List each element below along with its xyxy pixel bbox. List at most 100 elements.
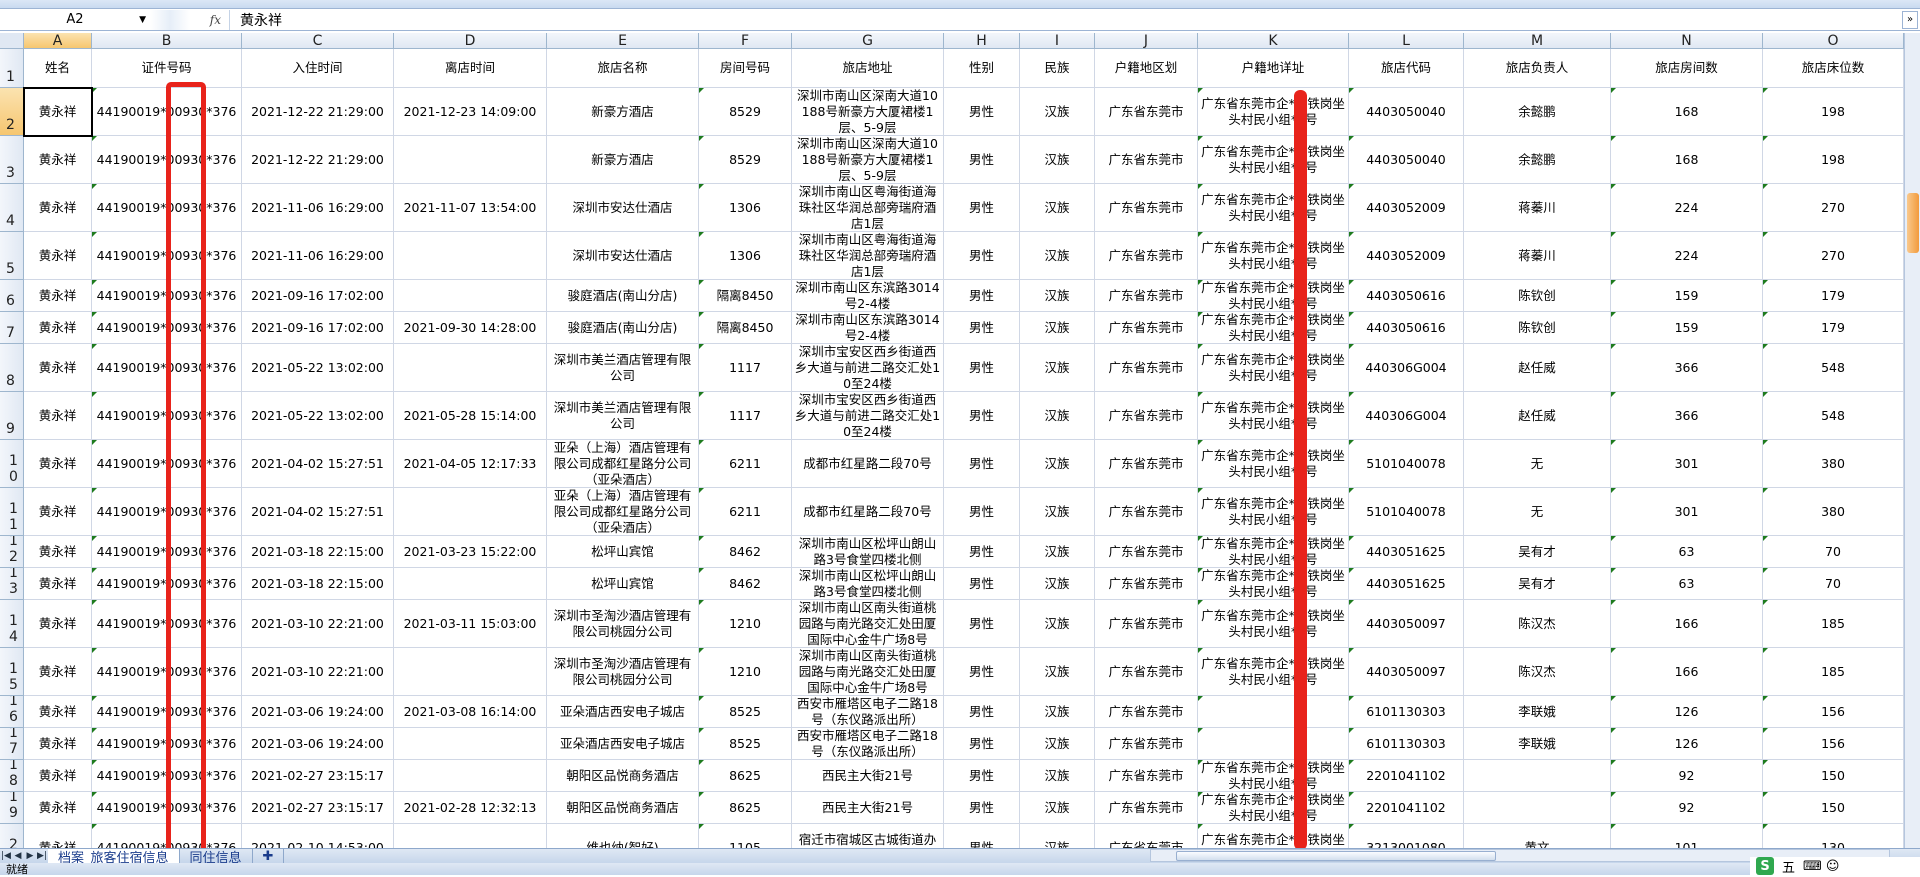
table-cell[interactable]: 8462 [699,568,792,600]
table-cell[interactable]: 2021-02-28 12:32:13 [394,792,547,824]
expand-formula-bar-icon[interactable]: » [1902,10,1918,29]
table-cell[interactable]: 男性 [944,648,1020,696]
table-cell[interactable]: 2021-03-06 19:24:00 [242,696,394,728]
table-cell[interactable]: 4403050097 [1349,648,1464,696]
table-cell[interactable]: 黄永祥 [24,440,92,488]
table-cell[interactable]: 8525 [699,728,792,760]
header-cell[interactable]: 性别 [944,49,1020,88]
table-cell[interactable]: 广东省东莞市企*镇铁岗坐头村民小组*0号 [1198,232,1349,280]
table-cell[interactable]: 新豪方酒店 [547,88,699,136]
table-cell[interactable]: 广东省东莞市企*镇铁岗坐头村民小组*0号 [1198,568,1349,600]
table-cell[interactable]: 185 [1763,600,1904,648]
table-cell[interactable]: 3213001080 [1349,824,1464,848]
ime-toolbar[interactable]: S 五 ⌨ ☺ [1750,857,1920,876]
table-cell[interactable]: 126 [1611,696,1763,728]
table-cell[interactable]: 广东省东莞市企*镇铁岗坐头村民小组*0号 [1198,600,1349,648]
column-header-k[interactable]: K [1198,33,1349,49]
header-cell[interactable]: 入住时间 [242,49,394,88]
table-cell[interactable]: 380 [1763,440,1904,488]
table-cell[interactable]: 广东省东莞市企*镇铁岗坐头村民小组*0号 [1198,344,1349,392]
header-cell[interactable]: 旅店房间数 [1611,49,1763,88]
table-cell[interactable] [1464,792,1611,824]
column-header-n[interactable]: N [1611,33,1763,49]
table-cell[interactable]: 黄永祥 [24,184,92,232]
table-cell[interactable]: 44190019*00930*376 [92,600,242,648]
table-cell[interactable]: 隔离8450 [699,312,792,344]
table-cell[interactable]: 70 [1763,536,1904,568]
row-header[interactable]: 5 [0,232,24,280]
table-cell[interactable]: 130 [1763,824,1904,848]
table-cell[interactable]: 黄文 [1464,824,1611,848]
table-cell[interactable]: 44190019*00930*376 [92,824,242,848]
table-cell[interactable]: 1117 [699,344,792,392]
table-cell[interactable]: 黄永祥 [24,392,92,440]
table-cell[interactable]: 44190019*00930*376 [92,312,242,344]
table-cell[interactable]: 2021-03-06 19:24:00 [242,728,394,760]
table-cell[interactable]: 汉族 [1020,568,1095,600]
table-cell[interactable]: 骏庭酒店(南山分店) [547,312,699,344]
insert-sheet-icon[interactable]: ✚ [253,848,285,864]
table-cell[interactable]: 广东省东莞市 [1095,312,1198,344]
table-cell[interactable]: 宿迁市宿城区古城街道办公大楼（地上北一层、地 [792,824,944,848]
table-cell[interactable]: 黄永祥 [24,280,92,312]
table-cell[interactable]: 广东省东莞市企*镇铁岗坐头村民小组*0号 [1198,88,1349,136]
table-cell[interactable]: 亚朵酒店西安电子城店 [547,696,699,728]
header-cell[interactable]: 证件号码 [92,49,242,88]
prev-sheet-icon[interactable]: ◀ [14,851,22,861]
table-cell[interactable]: 44190019*00930*376 [92,440,242,488]
header-cell[interactable]: 旅店地址 [792,49,944,88]
row-header[interactable]: 12 [0,536,24,568]
table-cell[interactable]: 广东省东莞市 [1095,696,1198,728]
row-header[interactable]: 11 [0,488,24,536]
table-cell[interactable]: 深圳市美兰酒店管理有限公司 [547,392,699,440]
table-cell[interactable]: 陈汉杰 [1464,600,1611,648]
table-cell[interactable]: 1105 [699,824,792,848]
table-cell[interactable]: 成都市红星路二段70号 [792,488,944,536]
table-cell[interactable]: 男性 [944,184,1020,232]
table-cell[interactable]: 汉族 [1020,344,1095,392]
column-header-l[interactable]: L [1349,33,1464,49]
table-cell[interactable]: 8529 [699,136,792,184]
table-cell[interactable]: 44190019*00930*376 [92,136,242,184]
table-cell[interactable]: 广东省东莞市 [1095,344,1198,392]
table-cell[interactable]: 深圳市南山区南头街道桃园路与南光路交汇处田厦国际中心金牛广场8号 [792,600,944,648]
table-cell[interactable]: 深圳市南山区粤海街道海珠社区华润总部旁瑞府酒店1层 [792,232,944,280]
table-cell[interactable]: 198 [1763,136,1904,184]
table-cell[interactable]: 黄永祥 [24,824,92,848]
table-cell[interactable]: 44190019*00930*376 [92,648,242,696]
table-cell[interactable]: 黄永祥 [24,696,92,728]
table-cell[interactable]: 黄永祥 [24,568,92,600]
table-cell[interactable]: 广东省东莞市 [1095,488,1198,536]
table-cell[interactable]: 广东省东莞市 [1095,440,1198,488]
table-cell[interactable]: 2021-05-22 13:02:00 [242,344,394,392]
table-cell[interactable]: 男性 [944,696,1020,728]
select-all-button[interactable] [0,33,24,49]
header-cell[interactable]: 姓名 [24,49,92,88]
table-cell[interactable] [394,824,547,848]
table-cell[interactable]: 深圳市圣淘沙酒店管理有限公司桃园分公司 [547,600,699,648]
table-cell[interactable]: 广东省东莞市 [1095,760,1198,792]
table-cell[interactable]: 2021-12-22 21:29:00 [242,136,394,184]
table-cell[interactable]: 185 [1763,648,1904,696]
row-header[interactable]: 14 [0,600,24,648]
name-box[interactable]: A2 ▼ [0,10,150,30]
table-cell[interactable]: 44190019*00930*376 [92,232,242,280]
table-cell[interactable]: 男性 [944,440,1020,488]
table-cell[interactable] [394,232,547,280]
table-cell[interactable]: 李联娥 [1464,696,1611,728]
table-cell[interactable]: 男性 [944,488,1020,536]
table-cell[interactable]: 126 [1611,728,1763,760]
table-cell[interactable]: 2021-03-11 15:03:00 [394,600,547,648]
column-header-f[interactable]: F [699,33,792,49]
horizontal-scrollbar[interactable] [1150,849,1890,862]
table-cell[interactable]: 44190019*00930*376 [92,536,242,568]
table-cell[interactable]: 深圳市圣淘沙酒店管理有限公司桃园分公司 [547,648,699,696]
table-cell[interactable]: 548 [1763,344,1904,392]
table-cell[interactable]: 广东省东莞市 [1095,568,1198,600]
table-cell[interactable]: 4403051625 [1349,536,1464,568]
table-cell[interactable]: 2021-12-22 21:29:00 [242,88,394,136]
table-cell[interactable]: 270 [1763,184,1904,232]
table-cell[interactable]: 44190019*00930*376 [92,392,242,440]
table-cell[interactable] [394,136,547,184]
table-cell[interactable]: 广东省东莞市 [1095,392,1198,440]
